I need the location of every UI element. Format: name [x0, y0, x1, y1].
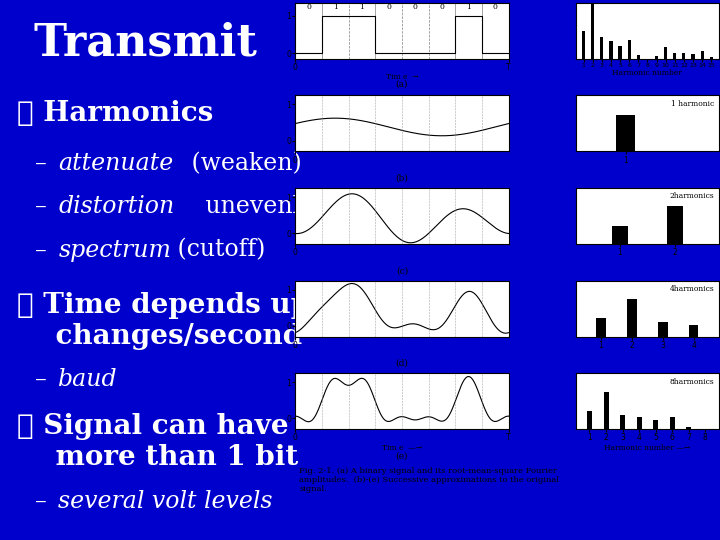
Bar: [628, 40, 631, 59]
Bar: [691, 53, 695, 59]
Bar: [667, 206, 683, 244]
Text: (e): (e): [396, 451, 408, 461]
Text: –: –: [35, 239, 54, 262]
Bar: [655, 56, 658, 59]
Bar: [653, 421, 658, 429]
Text: 4harmonics: 4harmonics: [670, 285, 714, 293]
Text: 1: 1: [333, 3, 338, 11]
Bar: [636, 55, 640, 59]
Bar: [627, 299, 636, 336]
Text: (a): (a): [396, 80, 408, 89]
Text: 2harmonics: 2harmonics: [670, 192, 714, 200]
Bar: [670, 417, 675, 429]
Text: –: –: [35, 368, 54, 392]
Text: unevenly: unevenly: [198, 195, 314, 219]
X-axis label: Harmonic number —→: Harmonic number —→: [604, 444, 690, 452]
Text: 0: 0: [386, 3, 391, 11]
Bar: [609, 41, 613, 59]
Bar: [686, 427, 691, 429]
Text: Fig. 2-1. (a) A binary signal and its root-mean-square Fourier
amplitudes.  (b)-: Fig. 2-1. (a) A binary signal and its ro…: [300, 467, 559, 493]
Bar: [587, 411, 592, 429]
Text: 1: 1: [466, 3, 471, 11]
Bar: [616, 115, 635, 151]
Bar: [701, 51, 703, 59]
Text: (cutoff): (cutoff): [171, 239, 266, 262]
Text: –: –: [35, 152, 54, 176]
Text: spectrum: spectrum: [58, 239, 171, 262]
Bar: [664, 48, 667, 59]
Bar: [636, 417, 642, 429]
Text: –: –: [35, 490, 54, 513]
Bar: [658, 322, 667, 336]
Text: (weaken): (weaken): [184, 152, 302, 176]
Text: ☞ Time depends upon
    changes/second: ☞ Time depends upon changes/second: [17, 292, 349, 350]
Text: Transmit: Transmit: [34, 22, 258, 65]
Bar: [620, 415, 625, 429]
Text: baud: baud: [58, 368, 118, 392]
Bar: [603, 392, 608, 429]
Bar: [591, 2, 594, 59]
X-axis label: Tim e  —→: Tim e —→: [382, 444, 422, 452]
Text: 0: 0: [306, 3, 311, 11]
Text: 1 harmonic: 1 harmonic: [671, 100, 714, 108]
Text: several volt levels: several volt levels: [58, 490, 273, 513]
Bar: [596, 319, 606, 336]
Bar: [612, 226, 629, 244]
Bar: [618, 45, 621, 59]
Text: 0: 0: [493, 3, 498, 11]
Text: 1: 1: [359, 3, 364, 11]
Bar: [582, 31, 585, 59]
Bar: [683, 53, 685, 59]
Text: attenuate: attenuate: [58, 152, 174, 176]
Text: (c): (c): [396, 266, 408, 275]
X-axis label: Harmonic number: Harmonic number: [613, 69, 683, 77]
Bar: [689, 325, 698, 336]
Text: (b): (b): [395, 173, 408, 183]
Text: ☞ Harmonics: ☞ Harmonics: [17, 100, 214, 127]
Text: –: –: [35, 195, 54, 219]
Bar: [673, 53, 676, 59]
Text: ☞ Signal can have
    more than 1 bit: ☞ Signal can have more than 1 bit: [17, 413, 299, 471]
Text: 0: 0: [413, 3, 418, 11]
Text: (d): (d): [395, 359, 408, 368]
Bar: [710, 57, 713, 59]
Text: 0: 0: [439, 3, 444, 11]
Text: distortion: distortion: [58, 195, 174, 219]
Bar: [600, 37, 603, 59]
X-axis label: Tim e  →: Tim e →: [386, 73, 418, 82]
Text: 8harmonics: 8harmonics: [670, 377, 714, 386]
